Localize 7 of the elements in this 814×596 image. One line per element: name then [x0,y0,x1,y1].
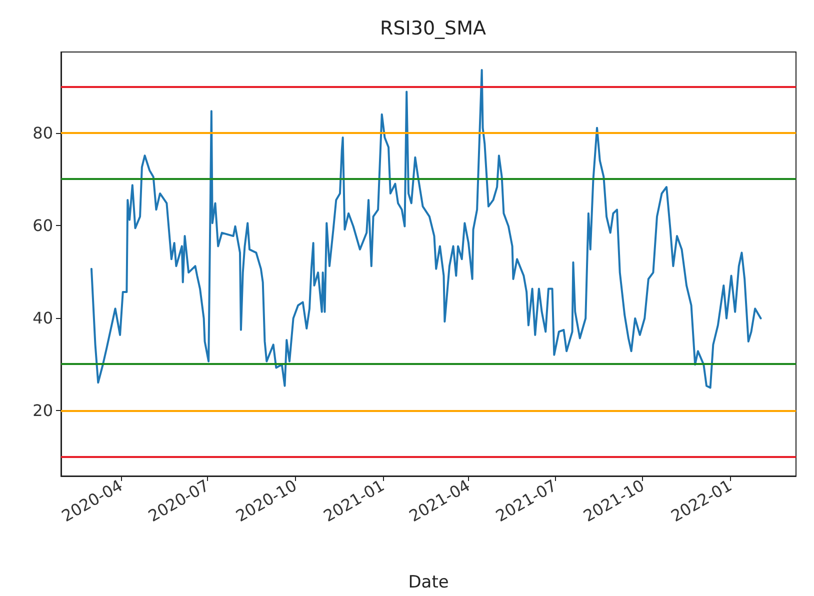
y-tick-label: 80 [32,123,53,142]
y-tick-label: 40 [32,308,53,328]
line-series [90,69,762,389]
chart-title: RSI30_SMA [380,18,486,40]
x-axis-title: Date [408,572,449,592]
y-tick-label: 20 [32,400,53,420]
y-tick-label: 60 [32,216,53,235]
